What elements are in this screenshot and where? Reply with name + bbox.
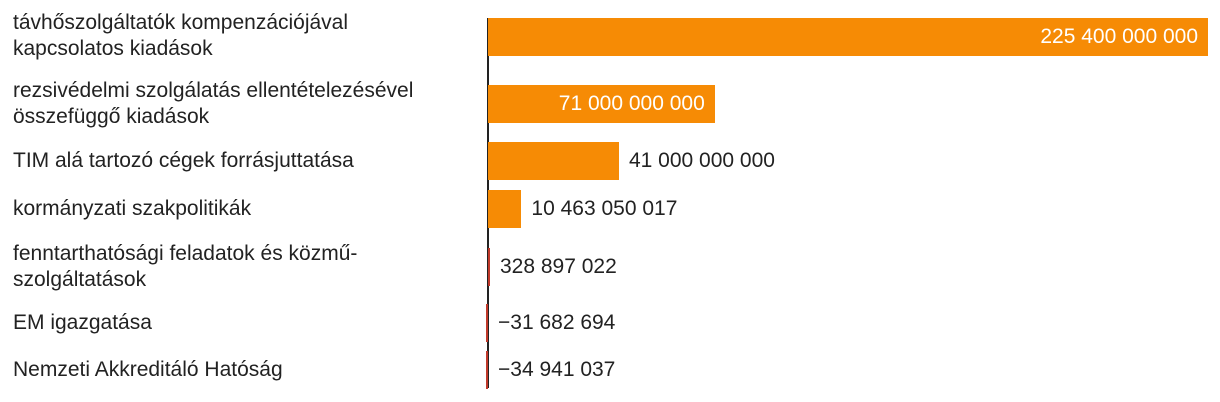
category-label: rezsivédelmi szolgálatás ellentételezésé… (13, 79, 414, 128)
value-label: 225 400 000 000 (1040, 25, 1198, 48)
value-label: −34 941 037 (498, 358, 616, 381)
category-label: kormányzati szakpolitikák (13, 197, 252, 220)
bar (486, 304, 488, 342)
value-label: 328 897 022 (500, 255, 617, 278)
category-label: Nemzeti Akkreditáló Hatóság (13, 358, 283, 381)
bar (488, 142, 619, 180)
category-label: távhőszolgáltatók kompenzációjával kapcso… (13, 11, 349, 60)
bar (486, 351, 488, 389)
bar (488, 18, 1208, 56)
category-label: TIM alá tartozó cégek forrásjuttatása (13, 149, 354, 172)
category-label: EM igazgatása (13, 311, 152, 334)
bar (488, 85, 715, 123)
value-label: −31 682 694 (498, 311, 616, 334)
value-label: 10 463 050 017 (531, 197, 678, 220)
category-label: fenntarthatósági feladatok és közmű-szol… (13, 242, 358, 291)
value-label: 71 000 000 000 (558, 92, 705, 115)
bar (488, 190, 522, 228)
bar (488, 248, 490, 286)
value-label: 41 000 000 000 (628, 149, 775, 172)
